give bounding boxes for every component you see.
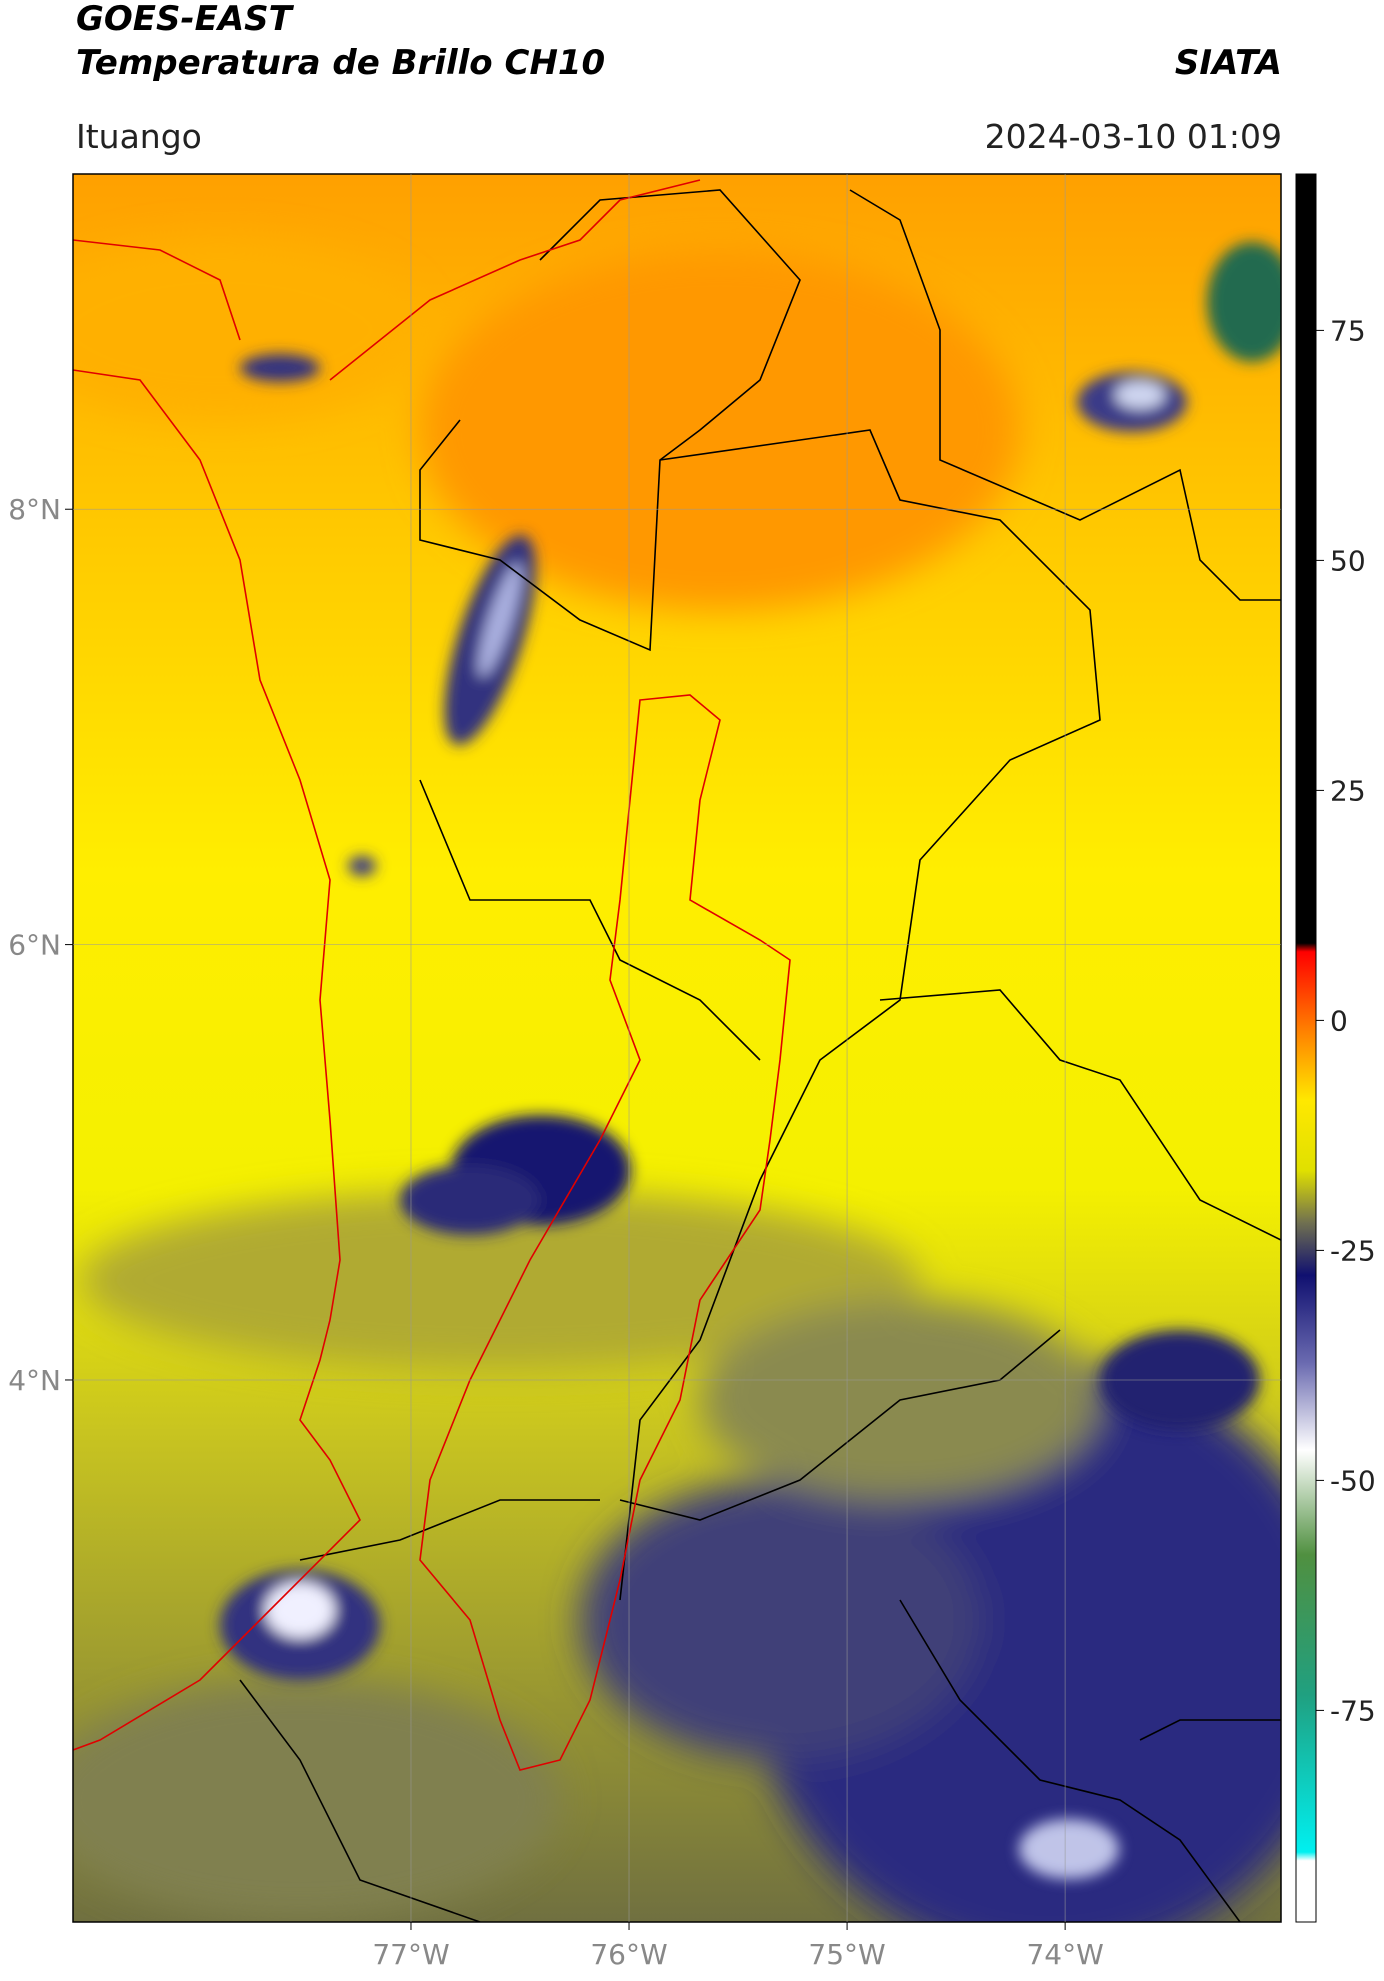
- x-tick-label: 76°W: [590, 1938, 667, 1971]
- colorbar-label: -50: [1330, 1464, 1376, 1497]
- x-tick-label: 77°W: [372, 1938, 449, 1971]
- map-image: [73, 174, 1281, 1922]
- y-tick-label: 8°N: [8, 493, 61, 526]
- colorbar-label: 75: [1330, 314, 1366, 347]
- colorbar: [1295, 173, 1317, 1923]
- colorbar-label: 0: [1330, 1004, 1348, 1037]
- map-frame: [72, 173, 1282, 1923]
- colorbar-label: 25: [1330, 774, 1366, 807]
- timestamp: 2024-03-10 01:09: [985, 117, 1282, 156]
- subtitle: Temperatura de Brillo CH10: [76, 43, 605, 83]
- y-tick-label: 4°N: [8, 1364, 61, 1397]
- source: SIATA: [1175, 43, 1282, 83]
- colorbar-label: -25: [1330, 1234, 1376, 1267]
- colorbar-label: -75: [1330, 1694, 1376, 1727]
- y-tick-label: 6°N: [8, 929, 61, 962]
- x-tick-label: 75°W: [808, 1938, 885, 1971]
- title: GOES-EAST: [76, 0, 295, 39]
- colorbar-label: 50: [1330, 544, 1366, 577]
- location: Ituango: [76, 117, 202, 156]
- x-tick-label: 74°W: [1026, 1938, 1103, 1971]
